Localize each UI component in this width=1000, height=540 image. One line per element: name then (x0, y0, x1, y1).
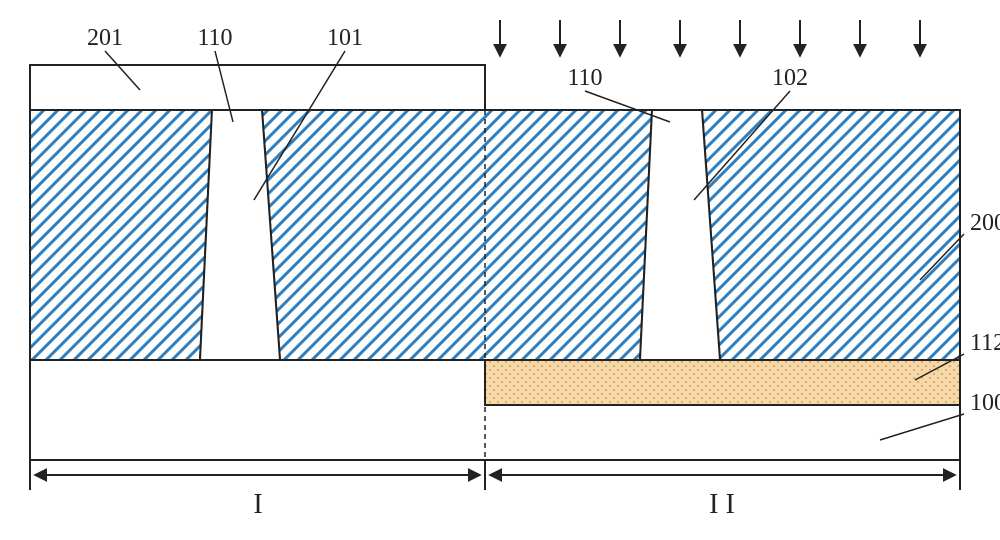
cross-section-diagram: 201 110 101 110 102 200 112 100 I I I (0, 0, 1000, 540)
well-layer (485, 360, 960, 405)
label-101: 101 (327, 25, 363, 51)
label-112: 112 (970, 330, 1000, 356)
leader-100 (880, 414, 964, 440)
region-extent (30, 460, 960, 490)
region-label-left: I (253, 489, 262, 520)
label-201: 201 (87, 25, 123, 51)
mask-layer (30, 65, 485, 110)
hatched-layer (30, 110, 960, 360)
label-102: 102 (772, 65, 808, 91)
label-100: 100 (970, 390, 1000, 416)
label-200: 200 (970, 210, 1000, 236)
ion-implantation-arrows (500, 20, 920, 55)
region-label-right: I I (709, 489, 735, 520)
label-110: 110 (567, 65, 602, 91)
label-110: 110 (197, 25, 232, 51)
